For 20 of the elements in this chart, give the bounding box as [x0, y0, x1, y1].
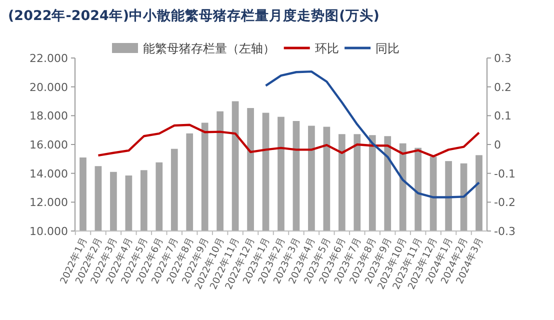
legend-label: 同比 — [376, 42, 400, 56]
y2-tick-label: 0.2 — [494, 80, 512, 94]
y-tick-label: 22.000 — [30, 52, 68, 65]
y-tick-label: 14.000 — [30, 167, 68, 180]
y-tick-label: 10.000 — [30, 225, 68, 238]
line-series — [264, 70, 480, 198]
legend-label: 能繁母猪存栏量（左轴） — [143, 42, 275, 56]
line-series — [97, 124, 480, 158]
legend-label: 环比 — [314, 42, 339, 56]
y2-tick-label: 0.3 — [494, 52, 512, 65]
chart-title: (2022年-2024年)中小散能繁母猪存栏量月度走势图(万头) — [8, 7, 380, 24]
y2-tick-label: 0 — [494, 138, 501, 152]
y2-tick-label: -0.1 — [494, 167, 516, 180]
y-tick-label: 16.000 — [30, 138, 68, 152]
y2-tick-label: -0.3 — [494, 225, 516, 238]
y2-tick-label: -0.2 — [494, 196, 516, 210]
y-tick-label: 12.000 — [30, 196, 68, 210]
y-tick-label: 20.000 — [30, 80, 68, 94]
y-tick-label: 18.000 — [30, 110, 68, 123]
y2-tick-label: 0.1 — [494, 110, 512, 123]
